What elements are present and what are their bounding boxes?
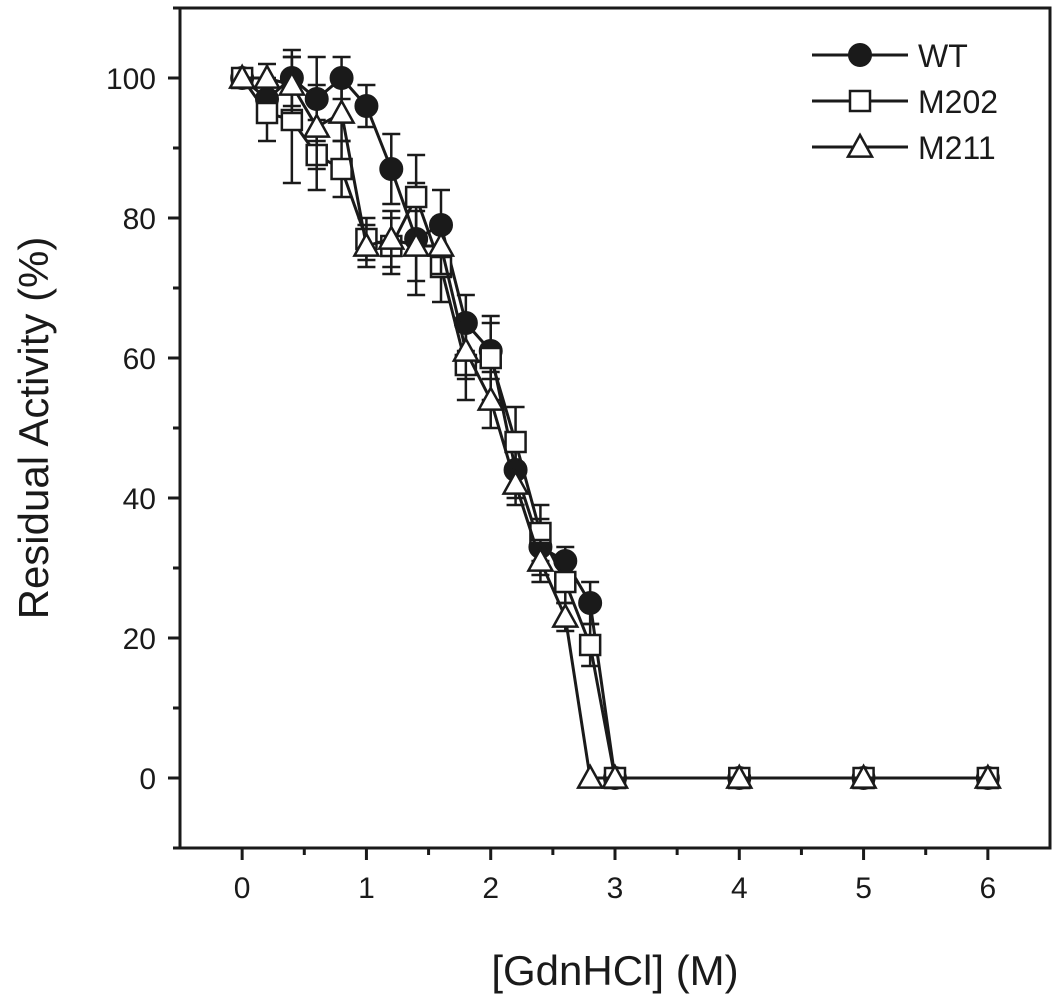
y-tick-label: 80 — [123, 203, 156, 236]
series-m211 — [228, 55, 1002, 789]
y-tick-label: 20 — [123, 623, 156, 656]
x-tick-label: 4 — [731, 872, 748, 905]
data-point — [426, 231, 456, 257]
y-tick-label: 0 — [139, 763, 156, 796]
data-point — [277, 70, 306, 96]
data-point — [725, 763, 754, 789]
x-tick-label: 2 — [482, 872, 499, 905]
data-point — [352, 231, 381, 257]
y-axis-title: Residual Activity (%) — [10, 237, 57, 620]
data-point — [526, 546, 555, 572]
legend-marker — [848, 43, 872, 67]
data-point — [252, 63, 282, 89]
data-point — [578, 591, 603, 615]
plot-frame — [178, 6, 1052, 850]
data-point — [327, 98, 356, 124]
data-point — [402, 231, 431, 257]
legend-marker — [845, 132, 875, 158]
data-point — [330, 157, 353, 181]
data-point — [302, 112, 331, 138]
data-point — [501, 469, 530, 495]
data-point — [354, 94, 379, 118]
legend-label: WT — [918, 38, 968, 74]
x-axis-title: [GdnHCl] (M) — [491, 947, 738, 994]
data-point — [404, 185, 428, 209]
data-point — [377, 224, 406, 250]
data-point — [479, 346, 502, 370]
legend-marker — [848, 89, 872, 113]
y-tick-label: 40 — [123, 483, 156, 516]
chart-series — [228, 48, 1002, 790]
data-point — [849, 763, 878, 789]
data-point — [973, 763, 1002, 789]
x-tick-label: 6 — [980, 872, 997, 905]
y-tick-label: 100 — [106, 63, 156, 96]
data-point — [451, 336, 480, 362]
legend-label: M211 — [918, 130, 996, 166]
data-point — [576, 763, 605, 789]
data-point — [600, 763, 630, 789]
data-point — [476, 385, 505, 411]
data-point — [554, 570, 577, 594]
legend-label: M202 — [918, 84, 998, 120]
data-point — [255, 101, 279, 125]
x-tick-label: 0 — [234, 872, 251, 905]
x-tick-label: 5 — [855, 872, 872, 905]
data-point — [578, 633, 602, 657]
data-point — [551, 602, 580, 628]
x-tick-label: 3 — [607, 872, 624, 905]
chart-legend: WT M202 M211 — [812, 38, 998, 166]
y-tick-label: 60 — [123, 343, 156, 376]
x-tick-label: 1 — [358, 872, 375, 905]
data-point — [379, 157, 404, 181]
data-point — [504, 430, 527, 454]
data-point — [228, 63, 257, 89]
